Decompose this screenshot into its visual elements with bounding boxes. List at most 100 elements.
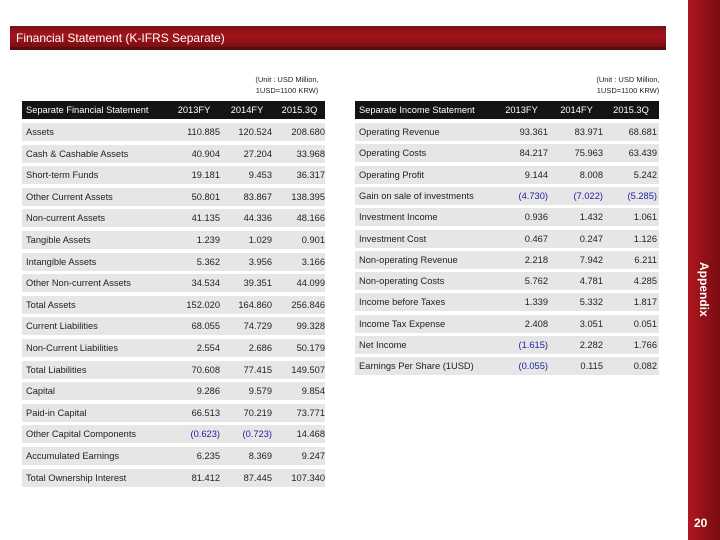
financial_statement-row-value: (0.623) xyxy=(190,429,220,440)
financial_statement-row: Paid-in Capital 66.513 70.219 73.771 xyxy=(22,403,325,422)
financial_statement-row-value: 41.135 xyxy=(191,213,220,224)
financial_statement-row-value: 33.968 xyxy=(296,148,325,159)
financial_statement-row-label: Short-term Funds xyxy=(26,170,99,181)
financial_statement-row-value: 110.885 xyxy=(187,127,220,137)
financial_statement-row-value: 83.867 xyxy=(243,191,272,202)
income_statement-row-label: Investment Income xyxy=(359,212,438,223)
financial_statement-row-value: 50.801 xyxy=(191,191,220,202)
financial_statement-row-value: 2.686 xyxy=(248,343,272,353)
income_statement-row-value: 1.126 xyxy=(633,233,657,244)
financial_statement-row-value: 256.846 xyxy=(291,299,325,310)
income_statement-row-value: 1.432 xyxy=(579,212,603,223)
financial_statement-row-value: 5.362 xyxy=(196,256,220,267)
financial_statement-row-label: Assets xyxy=(26,127,54,137)
appendix-label: Appendix xyxy=(697,262,711,317)
unit-note-right-line-2: 1USD=1100 KRW) xyxy=(596,86,660,95)
income_statement-row-value: 2.408 xyxy=(524,318,548,329)
financial_statement-row-value: 44.099 xyxy=(296,278,325,289)
financial_statement-row-value: 70.608 xyxy=(191,364,220,375)
unit-note-left: (Unit : USD Million, 1USD=1100 KRW) xyxy=(236,74,338,96)
unit-note-right: (Unit : USD Million, 1USD=1100 KRW) xyxy=(582,74,674,96)
financial_statement-row-value: 74.729 xyxy=(243,321,272,332)
income_statement-row-value: 1.061 xyxy=(633,212,657,223)
financial_statement-row-label: Tangible Assets xyxy=(26,235,91,245)
income_statement-row-label: Non-operating Revenue xyxy=(359,254,458,265)
income_statement-row-value: 0.247 xyxy=(579,233,603,244)
income_statement-row-label: Operating Profit xyxy=(359,169,425,180)
income_statement-row-value: 1.817 xyxy=(633,297,657,308)
financial_statement-row-label: Non-current Assets xyxy=(26,213,106,224)
financial_statement-row-value: 81.412 xyxy=(191,472,220,483)
income_statement-row-value: 5.762 xyxy=(524,276,548,287)
financial_statement-row-label: Intangible Assets xyxy=(26,256,97,267)
appendix-side-band: Appendix xyxy=(688,0,720,540)
financial_statement-row: Total Assets 152.020 164.860 256.846 xyxy=(22,295,325,314)
income_statement-row: Net Income (1.615) 2.282 1.766 xyxy=(355,336,659,354)
unit-note-right-line-1: (Unit : USD Million, xyxy=(596,75,660,84)
income_statement-row-label: Earnings Per Share (1USD) xyxy=(359,361,474,372)
financial_statement-row-value: 120.524 xyxy=(238,127,272,137)
unit-note-left-line-1: (Unit : USD Million, xyxy=(255,75,319,84)
income_statement-row-label: Gain on sale of investments xyxy=(359,190,474,201)
income_statement-row-label: Operating Revenue xyxy=(359,127,440,137)
financial_statement-row-value: 27.204 xyxy=(243,148,272,159)
income_statement-row-label: Operating Costs xyxy=(359,148,427,159)
financial_statement-row: Assets 110.885 120.524 208.680 xyxy=(22,123,325,141)
income_statement-row-value: 2.282 xyxy=(579,340,603,350)
income_statement-row-value: (4.730) xyxy=(518,190,548,201)
income_statement-row: Investment Cost 0.467 0.247 1.126 xyxy=(355,229,659,248)
income_statement-row: Income before Taxes 1.339 5.332 1.817 xyxy=(355,293,659,312)
income_statement-row-value: (7.022) xyxy=(573,190,603,201)
income_statement-row-value: 0.051 xyxy=(633,318,657,329)
financial_statement-row-label: Total Liabilities xyxy=(26,364,87,375)
income_statement-row: Gain on sale of investments (4.730) (7.022… xyxy=(355,186,659,205)
financial_statement-row-label: Paid-in Capital xyxy=(26,407,87,418)
financial_statement-row-label: Total Ownership Interest xyxy=(26,472,127,483)
income_statement-row: Investment Income 0.936 1.432 1.061 xyxy=(355,208,659,227)
income_statement-row-label: Income before Taxes xyxy=(359,297,446,308)
financial_statement-row-value: 19.181 xyxy=(191,170,220,181)
financial_statement-row-value: 152.020 xyxy=(186,299,220,310)
income_statement-row-value: 0.115 xyxy=(580,361,603,372)
income_statement-row-value: 0.467 xyxy=(524,233,548,244)
financial_statement-row-value: 3.166 xyxy=(301,256,325,267)
financial_statement-row-value: 164.860 xyxy=(238,299,272,310)
financial_statement-row-value: 36.317 xyxy=(296,170,325,181)
income_statement-row-value: 5.332 xyxy=(579,297,603,308)
financial_statement-row-value: 39.351 xyxy=(243,278,272,289)
financial_statement-row-value: 99.328 xyxy=(296,321,325,332)
financial_statement-row: Intangible Assets 5.362 3.956 3.166 xyxy=(22,252,325,271)
income_statement-row-value: 4.781 xyxy=(579,276,603,287)
financial_statement-row: Other Capital Components (0.623) (0.723) 14… xyxy=(22,425,325,444)
financial_statement-row-label: Current Liabilities xyxy=(26,321,98,332)
financial_statement-row-value: 1.029 xyxy=(248,235,272,245)
income_statement-row-value: 83.971 xyxy=(574,127,603,137)
income_statement-row-value: 7.942 xyxy=(579,254,603,265)
income_statement-row: Non-operating Costs 5.762 4.781 4.285 xyxy=(355,272,659,291)
income_statement-row-value: 84.217 xyxy=(519,148,548,159)
income_statement-row-value: 63.439 xyxy=(628,148,657,159)
income_statement-row-value: 2.218 xyxy=(524,254,548,265)
financial_statement-row-value: 70.219 xyxy=(243,407,272,418)
income_statement-row-value: 4.285 xyxy=(633,276,657,287)
financial_statement-row-label: Other Capital Components xyxy=(26,429,137,440)
financial_statement-row: Total Liabilities 70.608 77.415 149.507 xyxy=(22,360,325,379)
financial_statement-row-label: Capital xyxy=(26,386,55,397)
financial_statement-row-value: 6.235 xyxy=(196,451,220,461)
income_statement-row-value: 5.242 xyxy=(633,169,657,180)
financial_statement-row-label: Non-Current Liabilities xyxy=(26,343,118,353)
income_statement-row: Operating Profit 9.144 8.008 5.242 xyxy=(355,165,659,184)
financial_statement-row-value: 138.395 xyxy=(291,191,325,202)
income_statement-row-value: (0.055) xyxy=(518,361,548,372)
financial_statement-row-value: 48.166 xyxy=(296,213,325,224)
income_statement-header-cell: 2015.3Q xyxy=(613,105,649,115)
financial_statement-row-value: 34.534 xyxy=(191,278,220,289)
financial_statement-row-value: 208.680 xyxy=(291,127,325,137)
income_statement-row-label: Income Tax Expense xyxy=(359,318,446,329)
income_statement-row-value: 0.082 xyxy=(633,361,657,372)
financial_statement-row-value: 66.513 xyxy=(191,407,220,418)
unit-note-left-line-2: 1USD=1100 KRW) xyxy=(255,86,319,95)
income_statement-header-row: Separate Income Statement 2013FY 2014FY 201… xyxy=(355,101,659,119)
income_statement-row-value: 68.681 xyxy=(628,127,657,137)
income_statement-row-label: Investment Cost xyxy=(359,233,427,244)
